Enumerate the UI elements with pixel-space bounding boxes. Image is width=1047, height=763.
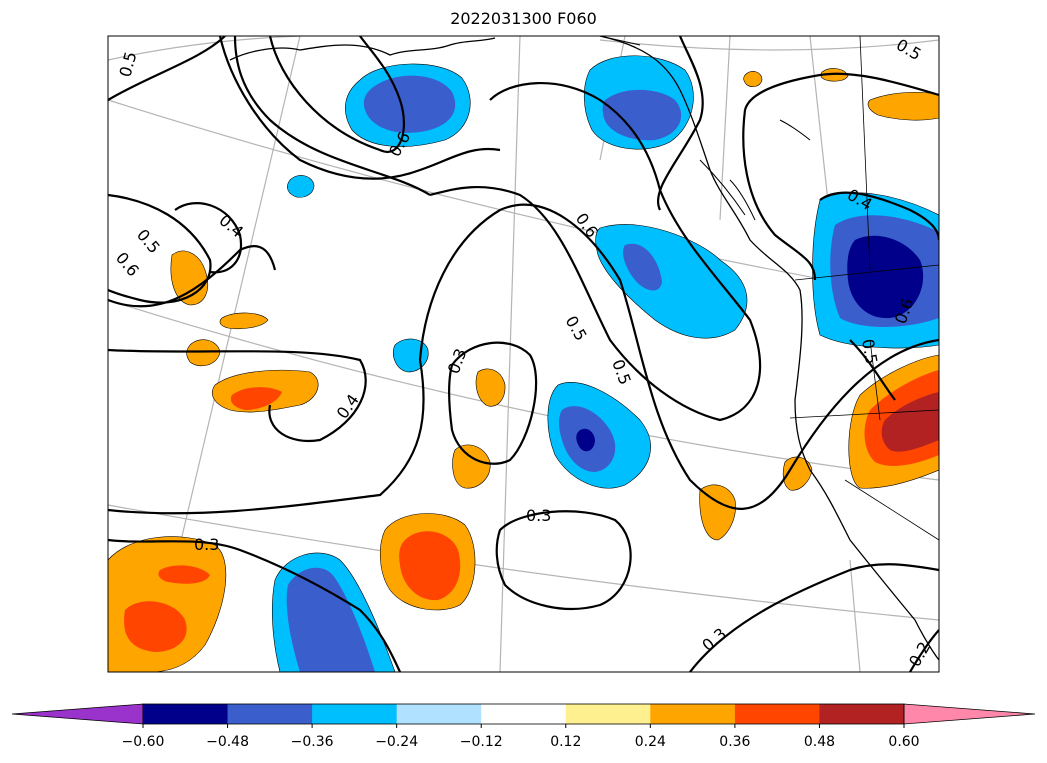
shade-dark-blue-4 — [576, 428, 595, 452]
shade-orange-8 — [452, 444, 491, 489]
colorbar-tick-label: 0.60 — [888, 734, 919, 750]
shade-mid-blue-3 — [623, 243, 662, 291]
shade-darkred-13 — [881, 392, 939, 452]
positive-anomalies — [108, 68, 939, 672]
contour-label: 0.3 — [194, 535, 219, 554]
shade-mid-blue-2 — [602, 89, 682, 141]
colorbar-tick-label: 0.36 — [719, 734, 750, 750]
shade-orange-6 — [186, 339, 221, 367]
colorbar: −0.60 −0.48 −0.36 −0.24 −0.12 0.12 0.24 0.36 0.4… — [11, 703, 1036, 750]
colorbar-tick-label: 0.12 — [550, 734, 581, 750]
shade-orange-11 — [743, 71, 763, 87]
colorbar-segment — [481, 704, 567, 724]
contour-label: 0.5 — [858, 337, 881, 365]
plot-frame — [107, 35, 940, 673]
plot-area: 0.5 0.6 0.4 0.5 0.6 0.3 0.4 0.5 0.6 0.3 … — [108, 36, 939, 672]
shade-dark-blue-5 — [847, 235, 924, 319]
colorbar-segment — [734, 704, 820, 724]
shade-orange-9 — [699, 484, 736, 541]
colorbar-tick-label: −0.36 — [291, 734, 334, 750]
shade-orange-12 — [820, 68, 849, 82]
shade-orange-5 — [219, 312, 269, 330]
political-borders — [789, 36, 939, 541]
colorbar-segment — [227, 704, 313, 724]
colorbar-segment — [565, 704, 651, 724]
shade-mid-blue-1 — [363, 75, 456, 133]
colorbar-tick-label: 0.48 — [804, 734, 835, 750]
contour-lines — [108, 36, 939, 672]
colorbar-segments — [11, 703, 1036, 725]
negative-anomalies — [271, 55, 939, 672]
colorbar-segment — [819, 704, 905, 724]
shade-mid-blue-6 — [286, 567, 375, 672]
colorbar-tick-label: −0.24 — [375, 734, 418, 750]
shade-orange-7 — [475, 368, 506, 407]
shade-red-1b — [158, 565, 210, 584]
shade-orange-14 — [782, 456, 813, 491]
colorbar-tick-label: −0.60 — [122, 734, 165, 750]
colorbar-segment — [143, 704, 229, 724]
shade-red-1 — [124, 601, 187, 652]
shade-red-3 — [230, 387, 282, 410]
colorbar-segment — [650, 704, 736, 724]
colorbar-tick-label: −0.12 — [460, 734, 503, 750]
coastlines — [229, 36, 939, 661]
colorbar-extend-min — [11, 703, 144, 725]
map-title: 2022031300 F060 — [450, 9, 597, 28]
colorbar-segment — [396, 704, 482, 724]
colorbar-extend-max — [903, 703, 1036, 725]
colorbar-tick-label: −0.48 — [206, 734, 249, 750]
shade-light-blue-8 — [287, 175, 315, 198]
colorbar-ticks: −0.60 −0.48 −0.36 −0.24 −0.12 0.12 0.24 0.36 0.4… — [122, 724, 920, 750]
colorbar-tick-label: 0.24 — [635, 734, 666, 750]
shade-red-2 — [399, 531, 461, 601]
colorbar-frame — [142, 703, 905, 725]
shade-orange-10 — [867, 91, 939, 121]
colorbar-segment — [312, 704, 398, 724]
contour-label: 0.3 — [526, 506, 551, 525]
shade-light-blue-7 — [392, 338, 429, 373]
